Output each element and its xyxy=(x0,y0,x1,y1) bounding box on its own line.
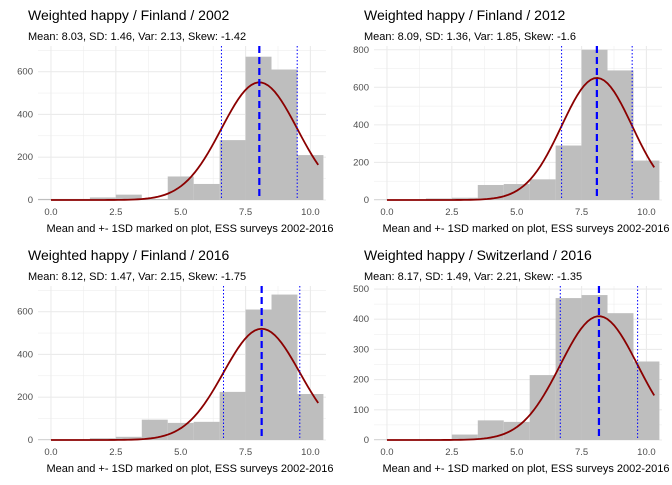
histogram-bar xyxy=(141,419,168,440)
normal-curve xyxy=(50,81,319,201)
y-tick-label: 200 xyxy=(17,392,33,403)
normal-curve xyxy=(50,327,319,441)
x-tick-label: 5.0 xyxy=(174,447,187,458)
histogram-bar xyxy=(555,298,582,440)
histogram-bar xyxy=(529,375,556,440)
histogram-bar xyxy=(89,197,116,200)
histogram-bar xyxy=(529,179,556,200)
chart-title: Weighted happy / Finland / 2012 xyxy=(364,7,566,23)
x-axis-label: Mean and +- 1SD marked on plot, ESS surv… xyxy=(382,223,669,235)
histogram-bar xyxy=(115,194,142,200)
chart-panel-1: Weighted happy / Finland / 2002 Mean: 8.0… xyxy=(17,7,333,235)
x-tick-label: 0.0 xyxy=(44,207,57,218)
x-axis-label: Mean and +- 1SD marked on plot, ESS surv… xyxy=(46,223,333,235)
x-axis-label: Mean and +- 1SD marked on plot, ESS surv… xyxy=(46,463,333,475)
x-tick-label: 5.0 xyxy=(174,207,187,218)
x-tick-label: 0.0 xyxy=(380,447,393,458)
histogram-bar xyxy=(581,49,608,200)
x-tick-label: 7.5 xyxy=(575,207,588,218)
x-tick-label: 10.0 xyxy=(637,447,656,458)
histogram-bar xyxy=(193,183,220,200)
x-tick-label: 10.0 xyxy=(637,207,656,218)
histogram-bar xyxy=(141,198,168,200)
y-tick-label: 0 xyxy=(364,195,369,206)
x-tick-label: 5.0 xyxy=(510,207,523,218)
histogram-bar xyxy=(167,176,194,200)
y-tick-label: 200 xyxy=(353,157,369,168)
histogram-bar xyxy=(271,69,298,201)
histogram-bar xyxy=(607,313,634,440)
histogram-bar xyxy=(581,295,608,440)
chart-title: Weighted happy / Switzerland / 2016 xyxy=(364,247,592,263)
x-tick-label: 0.0 xyxy=(380,207,393,218)
histogram-bar xyxy=(555,145,582,200)
x-tick-label: 10.0 xyxy=(301,447,320,458)
y-tick-label: 200 xyxy=(353,375,369,386)
x-tick-label: 2.5 xyxy=(109,207,122,218)
y-tick-label: 400 xyxy=(353,120,369,131)
y-tick-label: 800 xyxy=(353,45,369,56)
x-axis-label: Mean and +- 1SD marked on plot, ESS surv… xyxy=(382,463,669,475)
x-tick-label: 2.5 xyxy=(109,447,122,458)
histogram-bar xyxy=(297,394,324,440)
y-tick-label: 400 xyxy=(353,314,369,325)
y-tick-label: 0 xyxy=(364,435,369,446)
histogram-bar xyxy=(115,436,142,440)
histogram-bar xyxy=(633,160,660,200)
histogram-bar xyxy=(607,70,634,200)
x-tick-label: 7.5 xyxy=(239,207,252,218)
normal-curve xyxy=(386,315,655,441)
y-tick-label: 400 xyxy=(17,109,33,120)
y-tick-label: 600 xyxy=(353,82,369,93)
y-tick-label: 600 xyxy=(17,67,33,78)
y-tick-label: 100 xyxy=(353,405,369,416)
histogram-bar xyxy=(297,155,324,200)
histogram-bar xyxy=(477,420,504,440)
y-tick-label: 400 xyxy=(17,349,33,360)
y-tick-label: 500 xyxy=(353,284,369,295)
histogram-bar xyxy=(451,434,478,440)
y-tick-label: 0 xyxy=(28,195,33,206)
x-tick-label: 7.5 xyxy=(239,447,252,458)
histogram-bar xyxy=(271,294,298,440)
histogram-bar xyxy=(477,184,504,200)
normal-curve xyxy=(386,77,655,201)
histogram-bar xyxy=(219,140,246,200)
x-tick-label: 5.0 xyxy=(510,447,523,458)
y-tick-label: 0 xyxy=(28,435,33,446)
x-tick-label: 10.0 xyxy=(301,207,320,218)
chart-title: Weighted happy / Finland / 2016 xyxy=(28,247,230,263)
x-tick-label: 2.5 xyxy=(445,207,458,218)
chart-title: Weighted happy / Finland / 2002 xyxy=(28,7,230,23)
histogram-bar xyxy=(633,361,660,440)
chart-subtitle: Mean: 8.17, SD: 1.49, Var: 2.21, Skew: -… xyxy=(364,271,582,283)
histogram-bar xyxy=(503,184,530,200)
y-tick-label: 600 xyxy=(17,307,33,318)
chart-panel-3: Weighted happy / Finland / 2016 Mean: 8.1… xyxy=(17,247,333,475)
histogram-bar xyxy=(451,197,478,200)
histogram-bar xyxy=(503,421,530,440)
chart-subtitle: Mean: 8.12, SD: 1.47, Var: 2.15, Skew: -… xyxy=(28,271,246,283)
chart-panel-4: Weighted happy / Switzerland / 2016 Mean:… xyxy=(353,247,669,475)
histogram-bar xyxy=(167,422,194,440)
y-tick-label: 200 xyxy=(17,152,33,163)
chart-subtitle: Mean: 8.03, SD: 1.46, Var: 2.13, Skew: -… xyxy=(28,31,246,43)
chart-subtitle: Mean: 8.09, SD: 1.36, Var: 1.85, Skew: -… xyxy=(364,31,576,43)
x-tick-label: 0.0 xyxy=(44,447,57,458)
histogram-bar xyxy=(193,421,220,440)
x-tick-label: 2.5 xyxy=(445,447,458,458)
y-tick-label: 300 xyxy=(353,344,369,355)
histogram-bar xyxy=(245,309,272,440)
chart-panel-2: Weighted happy / Finland / 2012 Mean: 8.0… xyxy=(353,7,669,235)
x-tick-label: 7.5 xyxy=(575,447,588,458)
